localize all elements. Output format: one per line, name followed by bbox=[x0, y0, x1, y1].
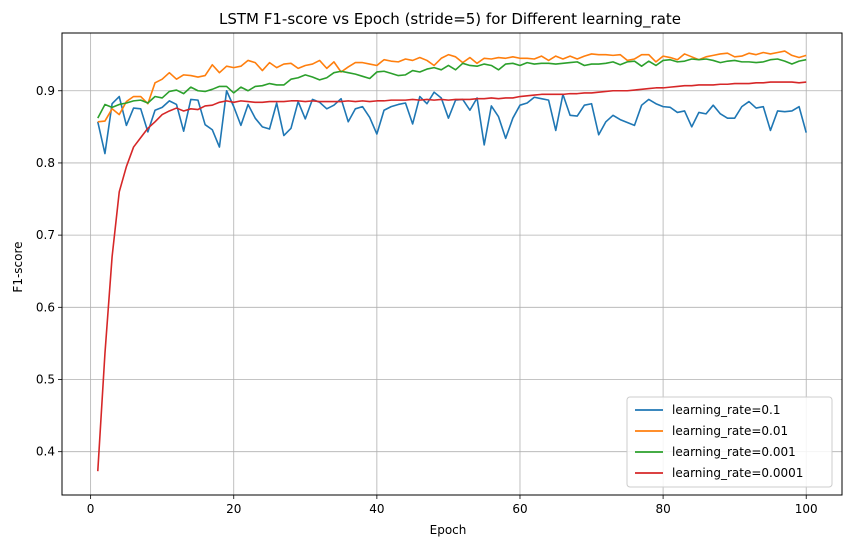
x-tick-label: 20 bbox=[226, 502, 241, 516]
y-tick-label: 0.8 bbox=[36, 156, 55, 170]
plot-frame bbox=[61, 32, 843, 496]
series-line-3 bbox=[97, 58, 807, 119]
chart-title: LSTM F1-score vs Epoch (stride=5) for Di… bbox=[219, 10, 681, 29]
legend-box bbox=[626, 396, 833, 488]
legend-label-2: learning_rate=0.01 bbox=[672, 424, 788, 438]
series-line-2 bbox=[97, 50, 807, 123]
axis-ticks: 0 20 40 60 80 100 0.4 0.5 0.6 0.7 0.8 0.9 bbox=[36, 84, 818, 516]
x-tick-label: 40 bbox=[369, 502, 384, 516]
y-tick-label: 0.9 bbox=[36, 84, 55, 98]
x-tick-label: 0 bbox=[87, 502, 95, 516]
series-line-1 bbox=[96, 89, 807, 155]
legend-label-4: learning_rate=0.0001 bbox=[672, 466, 803, 480]
x-axis-label: Epoch bbox=[430, 523, 467, 537]
y-axis-label: F1-score bbox=[11, 241, 25, 292]
y-tick-label: 0.5 bbox=[36, 373, 55, 387]
x-tick-label: 60 bbox=[512, 502, 527, 516]
legend-label-3: learning_rate=0.001 bbox=[672, 445, 796, 459]
series-lines bbox=[96, 50, 807, 472]
legend: learning_rate=0.1 learning_rate=0.01learn… bbox=[626, 396, 833, 488]
y-tick-label: 0.6 bbox=[36, 300, 55, 314]
x-tick-label: 100 bbox=[795, 502, 818, 516]
legend-label-1: learning_rate=0.1 bbox=[672, 403, 780, 417]
x-tick-label: 80 bbox=[655, 502, 670, 516]
series-line-4 bbox=[96, 81, 807, 472]
y-tick-label: 0.4 bbox=[36, 445, 55, 459]
y-tick-label: 0.7 bbox=[36, 228, 55, 242]
